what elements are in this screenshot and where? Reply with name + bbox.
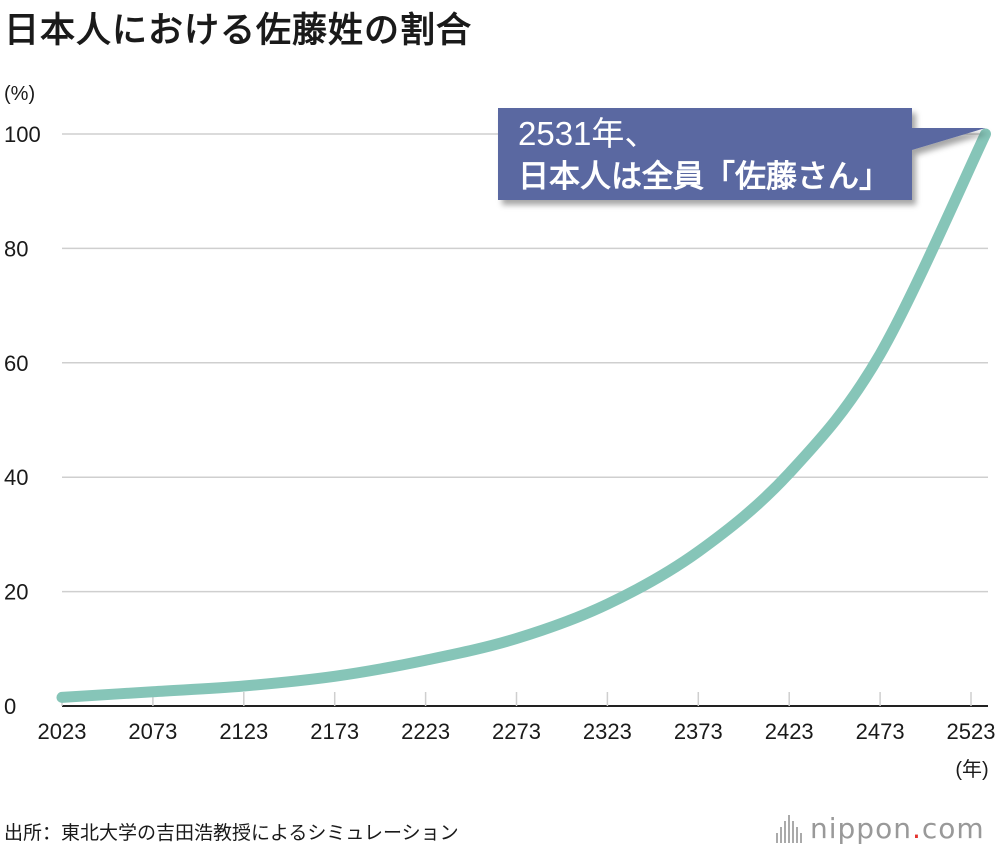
y-tick-label: 40 (4, 465, 28, 490)
x-tick-label: 2023 (38, 719, 87, 744)
callout-text-line2: 日本人は全員「佐藤さん」 (518, 159, 890, 194)
logo-text: nippon (810, 812, 912, 845)
data-line-sato-share (56, 128, 991, 703)
x-tick-label: 2423 (765, 719, 814, 744)
x-tick-label: 2173 (310, 719, 359, 744)
x-tick-label: 2323 (583, 719, 632, 744)
x-tick-label: 2473 (856, 719, 905, 744)
x-tick-label: 2123 (219, 719, 268, 744)
y-tick-label: 60 (4, 351, 28, 376)
nippon-com-logo: nippon.com (776, 812, 985, 845)
callout-text-line1: 2531年、 (518, 115, 657, 152)
x-axis-unit: (年) (955, 758, 988, 781)
logo-text-suffix: com (921, 812, 985, 845)
logo-dot: . (911, 812, 922, 845)
y-tick-label: 80 (4, 236, 28, 261)
y-tick-label: 0 (4, 694, 16, 719)
chart-title: 日本人における佐藤姓の割合 (4, 11, 473, 51)
callout-box (498, 108, 986, 200)
line-chart: 0 20 40 60 80 100 (%) 2023 2073 2123 2173 2223 2273 2… (4, 83, 996, 781)
x-tick-label: 2523 (947, 719, 996, 744)
y-tick-label: 100 (4, 122, 41, 147)
y-tick-label: 20 (4, 580, 28, 605)
x-tick-label: 2373 (674, 719, 723, 744)
source-note: 出所：東北大学の吉田浩教授によるシミュレーション (4, 822, 459, 844)
x-tick-label: 2223 (401, 719, 450, 744)
logo-bars-icon (776, 814, 802, 843)
x-tick-label: 2273 (492, 719, 541, 744)
annotation-callout (498, 108, 986, 200)
x-tick-label: 2073 (128, 719, 177, 744)
y-axis-unit: (%) (4, 83, 35, 105)
